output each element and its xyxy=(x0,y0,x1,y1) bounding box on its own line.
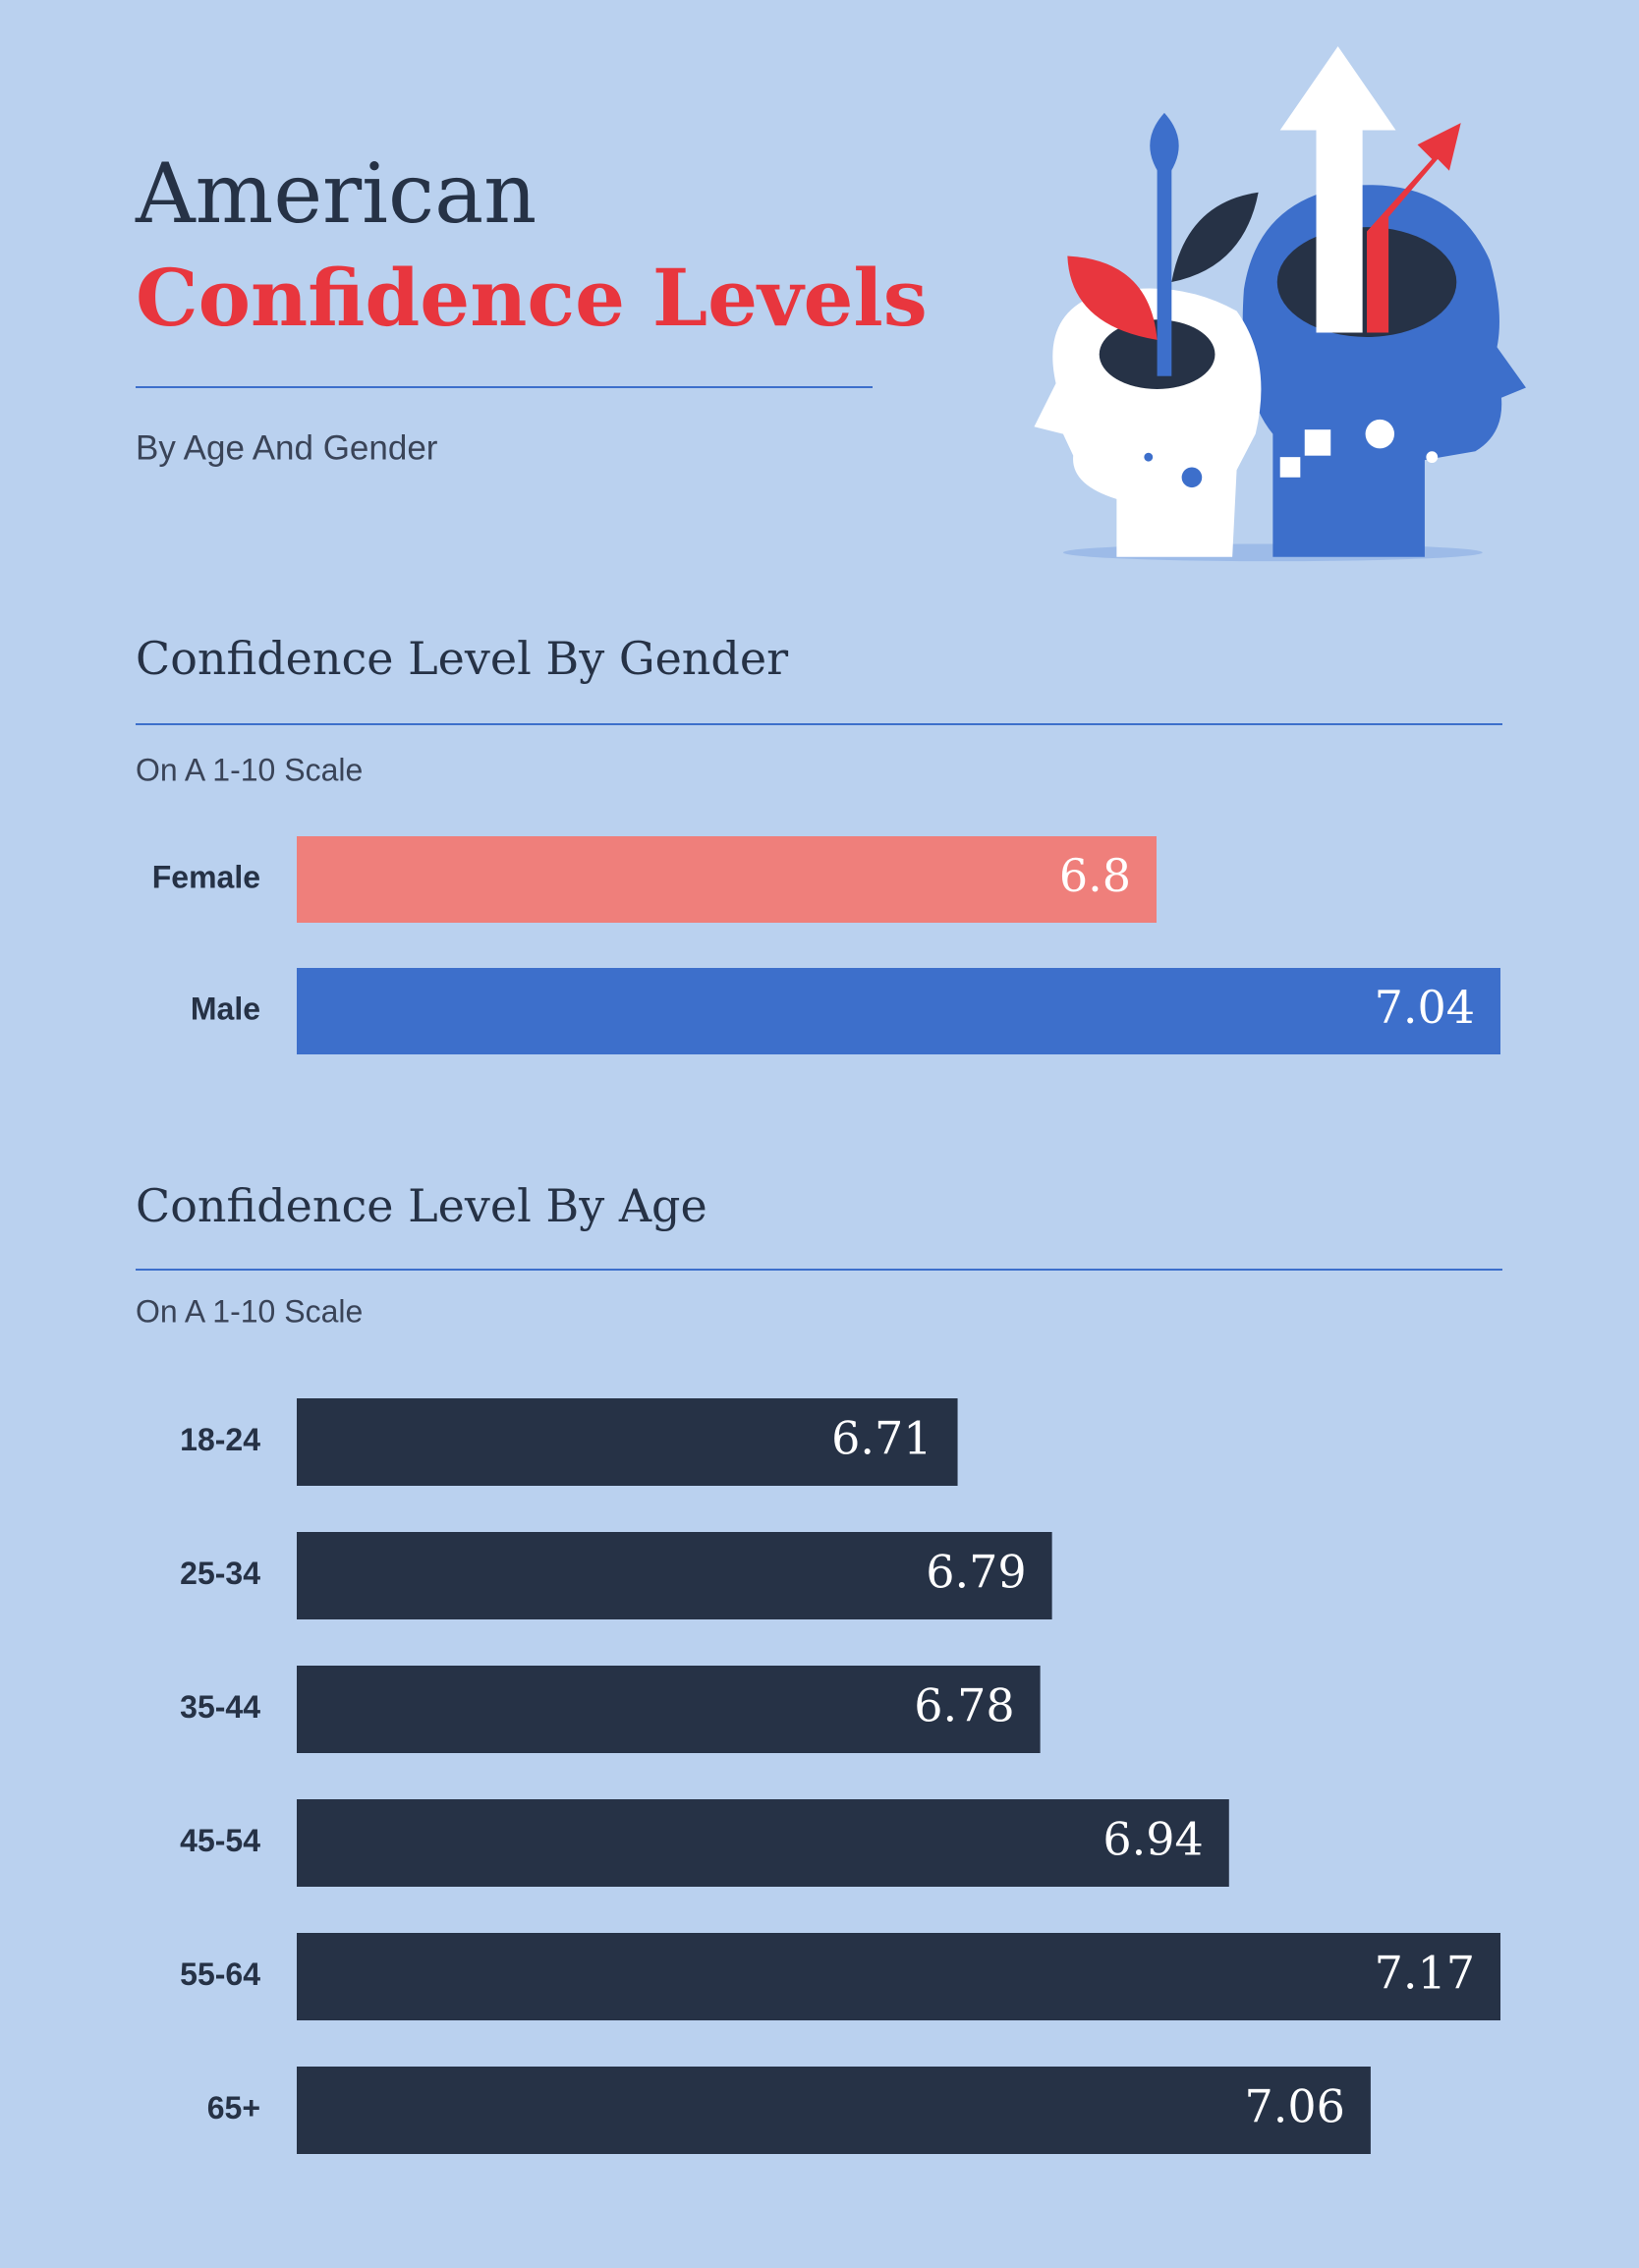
title-line1: American xyxy=(135,145,537,242)
bar xyxy=(297,1933,1500,2020)
category-label: 25-34 xyxy=(180,1556,260,1591)
bar xyxy=(297,2067,1371,2154)
category-label: Female xyxy=(152,859,260,894)
bar xyxy=(297,1398,958,1486)
category-label: 35-44 xyxy=(180,1689,260,1725)
chart-title: Confidence Level By Gender xyxy=(136,632,788,685)
illustration xyxy=(1034,46,1526,562)
value-label: 6.78 xyxy=(914,1679,1014,1732)
red-arrow xyxy=(1367,123,1461,333)
bar xyxy=(297,1532,1052,1619)
square xyxy=(1279,457,1301,478)
category-label: 45-54 xyxy=(180,1823,260,1858)
white-arrow xyxy=(1279,46,1396,333)
category-label: 55-64 xyxy=(180,1956,260,1992)
category-label: 65+ xyxy=(207,2090,260,2126)
bar xyxy=(297,1666,1041,1753)
title-line2: Confidence Levels xyxy=(136,252,928,344)
dot xyxy=(1181,467,1203,488)
value-label: 6.8 xyxy=(1059,849,1131,902)
value-label: 6.79 xyxy=(926,1546,1026,1599)
subtitle: By Age And Gender xyxy=(136,428,438,467)
category-label: Male xyxy=(191,991,260,1026)
blue-leaf xyxy=(1150,112,1179,181)
dark-leaf xyxy=(1171,192,1259,283)
chart-subtitle: On A 1-10 Scale xyxy=(136,752,363,787)
value-label: 7.04 xyxy=(1375,981,1475,1034)
dot xyxy=(1426,451,1439,464)
bar xyxy=(297,1799,1229,1887)
bar xyxy=(297,836,1157,923)
chart-subtitle: On A 1-10 Scale xyxy=(136,1293,363,1329)
chart-title: Confidence Level By Age xyxy=(136,1179,707,1232)
dot xyxy=(1365,419,1395,449)
square xyxy=(1304,429,1331,456)
red-leaf xyxy=(1067,255,1158,340)
category-label: 18-24 xyxy=(180,1422,260,1457)
value-label: 7.17 xyxy=(1375,1947,1475,2000)
value-label: 6.94 xyxy=(1102,1813,1203,1866)
dot xyxy=(1144,452,1154,462)
value-label: 7.06 xyxy=(1244,2080,1344,2133)
value-label: 6.71 xyxy=(831,1412,932,1465)
stem xyxy=(1157,158,1172,376)
bar xyxy=(297,968,1500,1054)
